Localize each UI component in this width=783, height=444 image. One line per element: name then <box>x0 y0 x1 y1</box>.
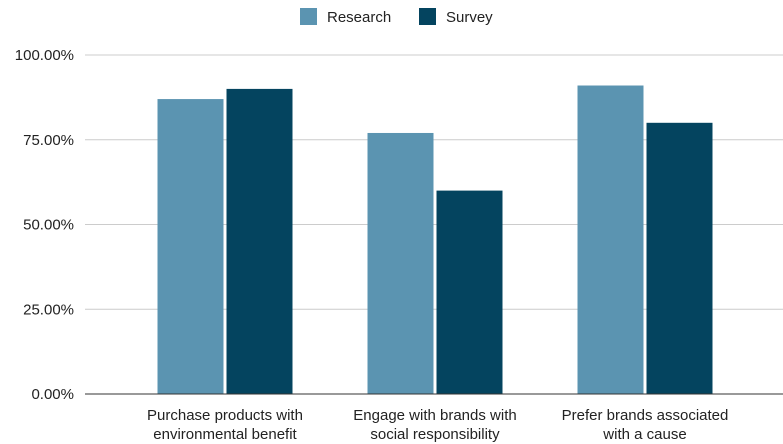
bar-survey-3 <box>646 122 713 395</box>
y-tick-label: 75.00% <box>23 132 74 149</box>
y-axis: 0.00% 25.00% 50.00% 75.00% 100.00% <box>15 47 74 403</box>
legend-swatch-research <box>300 8 317 25</box>
legend-swatch-survey <box>419 8 436 25</box>
legend-label-survey: Survey <box>446 9 493 26</box>
x-category-label-line: Engage with brands with <box>353 407 516 424</box>
x-category-label-line: Prefer brands associated <box>562 407 729 424</box>
x-category-label: Purchase products with environmental bene… <box>147 407 303 443</box>
bar-research-1 <box>157 99 224 394</box>
bar-survey-1 <box>226 88 293 395</box>
bar-research-3 <box>577 85 644 394</box>
x-category-label: Prefer brands associated with a cause <box>562 407 729 443</box>
bar-research-2 <box>367 132 434 394</box>
x-category-label-line: Purchase products with <box>147 407 303 424</box>
y-tick-label: 25.00% <box>23 301 74 318</box>
y-tick-label: 100.00% <box>15 47 74 64</box>
x-category-label-line: environmental benefit <box>153 426 297 443</box>
bars <box>157 85 713 395</box>
y-tick-label: 0.00% <box>31 386 74 403</box>
x-axis: Purchase products with environmental bene… <box>85 393 783 443</box>
x-category-label-line: with a cause <box>602 426 686 443</box>
x-category-label: Engage with brands with social responsibi… <box>353 407 516 443</box>
x-category-label-line: social responsibility <box>370 426 500 443</box>
bar-survey-2 <box>436 190 503 394</box>
y-tick-label: 50.00% <box>23 217 74 234</box>
legend: Research Survey <box>300 8 493 26</box>
legend-label-research: Research <box>327 9 391 26</box>
